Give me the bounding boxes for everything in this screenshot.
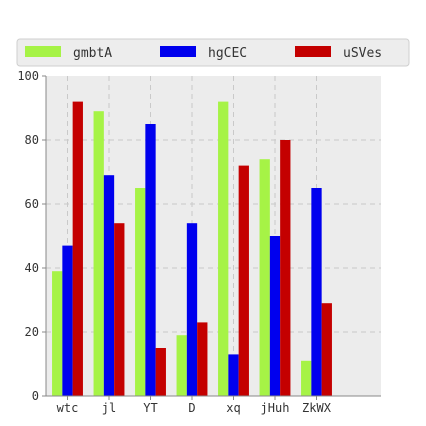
bar-uSVes-jl — [114, 223, 125, 396]
x-tick-label: wtc — [57, 401, 79, 415]
bar-uSVes-D — [197, 322, 208, 396]
x-tick-label: xq — [226, 401, 240, 415]
y-tick-label: 80 — [25, 133, 39, 147]
bar-hgCEC-D — [186, 223, 198, 396]
x-tick-label: jHuh — [261, 401, 290, 415]
legend-swatch-gmbtA — [25, 46, 61, 57]
bar-uSVes-jHuh — [280, 140, 291, 396]
y-tick-label: 0 — [32, 389, 39, 403]
bar-hgCEC-wtc — [62, 245, 73, 396]
bar-hgCEC-xq — [228, 354, 239, 396]
bar-uSVes-xq — [238, 165, 249, 396]
legend: gmbtA hgCEC uSVes — [16, 38, 410, 67]
y-tick-label: 40 — [25, 261, 39, 275]
x-tick-label: D — [188, 401, 195, 415]
legend-swatch-hgCEC — [160, 46, 196, 57]
y-tick-label: 100 — [17, 69, 39, 83]
bar-uSVes-ZkWX — [321, 303, 332, 396]
bar-gmbtA-jl — [93, 111, 104, 396]
legend-label-uSVes: uSVes — [343, 46, 382, 61]
bar-hgCEC-jl — [103, 175, 115, 396]
bar-hgCEC-jHuh — [269, 236, 281, 396]
y-tick-label: 20 — [25, 325, 39, 339]
legend-label-gmbtA: gmbtA — [73, 46, 112, 61]
bar-uSVes-wtc — [72, 101, 83, 396]
bar-uSVes-YT — [155, 348, 166, 396]
legend-swatch-uSVes — [295, 46, 331, 57]
axes — [45, 76, 381, 397]
bar-hgCEC-ZkWX — [311, 188, 322, 396]
bar-gmbtA-jHuh — [259, 159, 270, 396]
x-tick-label: ZkWX — [302, 401, 332, 415]
bar-gmbtA-D — [176, 335, 187, 396]
bars — [52, 101, 332, 396]
legend-label-hgCEC: hgCEC — [208, 46, 247, 61]
bar-gmbtA-YT — [135, 188, 146, 396]
y-axis-ticks: 0 20 40 60 80 100 — [17, 69, 46, 403]
bar-hgCEC-YT — [145, 124, 156, 396]
bar-gmbtA-ZkWX — [301, 360, 312, 396]
x-tick-label: YT — [143, 401, 157, 415]
y-tick-label: 60 — [25, 197, 39, 211]
bar-gmbtA-xq — [218, 101, 229, 396]
x-tick-label: jl — [102, 401, 116, 415]
legend-box — [16, 38, 410, 67]
bar-gmbtA-wtc — [52, 271, 63, 396]
